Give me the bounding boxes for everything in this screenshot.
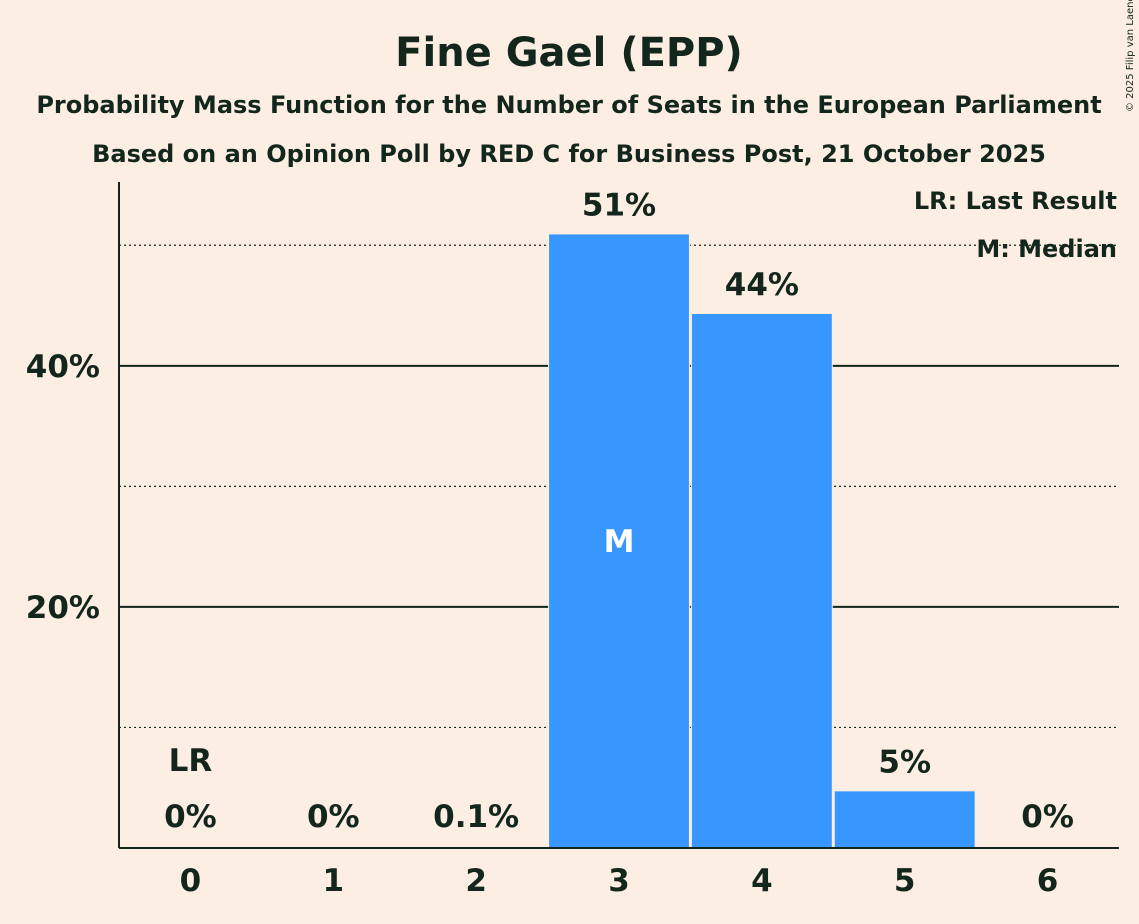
- median-marker: M: [604, 524, 635, 560]
- data-labels: 0% LR 0% 0.1% 51% M 44% 5% 0%: [164, 187, 1074, 835]
- y-tick-label: 20%: [26, 590, 100, 626]
- bar-5: [834, 791, 975, 848]
- x-tick-label-2: 2: [465, 863, 487, 899]
- data-label-3: 51%: [582, 187, 656, 223]
- bar-3: [549, 234, 689, 848]
- axes: 20% 40% 0 1 2 3 4 5 6: [26, 182, 1119, 899]
- data-label-4: 44%: [725, 267, 799, 303]
- bars: [548, 233, 976, 848]
- legend-median: M: Median: [976, 235, 1117, 263]
- chart-subtitle: Probability Mass Function for the Number…: [36, 91, 1101, 119]
- x-tick-label-6: 6: [1037, 863, 1059, 899]
- x-tick-label-5: 5: [894, 863, 916, 899]
- data-label-2: 0.1%: [433, 799, 519, 835]
- chart-title: Fine Gael (EPP): [395, 30, 743, 76]
- x-tick-label-1: 1: [322, 863, 344, 899]
- legend-last-result: LR: Last Result: [914, 187, 1117, 215]
- data-label-1: 0%: [307, 799, 360, 835]
- copyright-note: © 2025 Filip van Laenen: [1125, 0, 1136, 112]
- chart-subtitle-source: Based on an Opinion Poll by RED C for Bu…: [92, 140, 1046, 168]
- data-label-6: 0%: [1021, 799, 1074, 835]
- data-label-5: 5%: [878, 744, 931, 780]
- y-tick-label: 40%: [26, 349, 100, 385]
- x-tick-label-4: 4: [751, 863, 773, 899]
- last-result-marker: LR: [169, 743, 213, 779]
- data-label-0: 0%: [164, 799, 217, 835]
- bar-4: [691, 313, 832, 848]
- x-tick-label-3: 3: [608, 863, 630, 899]
- legend: LR: Last Result M: Median: [914, 187, 1117, 263]
- x-tick-label-0: 0: [180, 863, 202, 899]
